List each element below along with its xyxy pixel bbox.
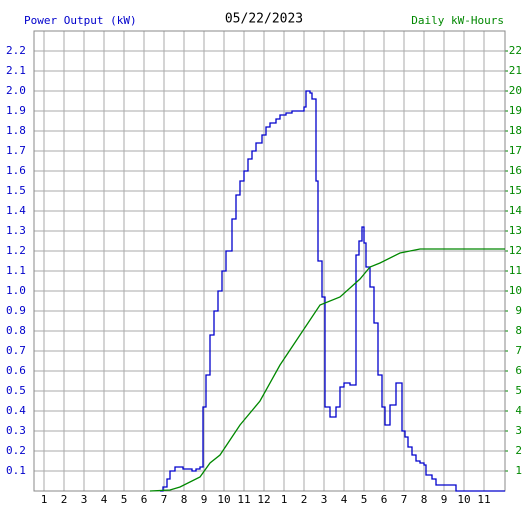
y-tick-label: 1.5 <box>6 184 26 197</box>
y2-tick-label: 6 <box>515 364 522 377</box>
x-tick-label: 4 <box>101 493 108 506</box>
y-tick-label: 1.4 <box>6 204 26 217</box>
series-line <box>149 248 505 492</box>
x-tick-label: 3 <box>81 493 88 506</box>
series-line <box>160 90 505 492</box>
y-tick-label: 0.8 <box>6 324 26 337</box>
x-tick-label: 11 <box>237 493 250 506</box>
y2-tick-label: 10 <box>509 284 522 297</box>
x-tick-label: 9 <box>201 493 208 506</box>
x-tick-label: 10 <box>217 493 230 506</box>
y-tick-label: 1.2 <box>6 244 26 257</box>
y-tick-label: 1.0 <box>6 284 26 297</box>
y-tick-label: 0.5 <box>6 384 26 397</box>
y-tick-label: 2.1 <box>6 64 26 77</box>
y2-tick-label: 1 <box>515 464 522 477</box>
y2-tick-label: 2 <box>515 444 522 457</box>
y2-tick-label: 18 <box>509 124 522 137</box>
y2-tick-label: 16 <box>509 164 522 177</box>
x-tick-label: 9 <box>441 493 448 506</box>
y2-tick-label: 21 <box>509 64 522 77</box>
chart-title: 05/22/2023 <box>225 12 303 27</box>
y-tick-label: 1.9 <box>6 104 26 117</box>
y-tick-label: 0.9 <box>6 304 26 317</box>
x-tick-label: 12 <box>257 493 270 506</box>
x-tick-label: 8 <box>181 493 188 506</box>
x-tick-label: 2 <box>301 493 308 506</box>
x-tick-label: 7 <box>401 493 408 506</box>
x-tick-label: 5 <box>361 493 368 506</box>
y-tick-label: 0.7 <box>6 344 26 357</box>
y-tick-label: 0.6 <box>6 364 26 377</box>
y2-tick-label: 9 <box>515 304 522 317</box>
y2-tick-label: 4 <box>515 404 522 417</box>
x-tick-label: 6 <box>381 493 388 506</box>
y2-tick-label: 20 <box>509 84 522 97</box>
x-tick-label: 11 <box>477 493 490 506</box>
y2-tick-label: 19 <box>509 104 522 117</box>
x-tick-label: 4 <box>341 493 348 506</box>
x-tick-label: 7 <box>161 493 168 506</box>
x-tick-label: 1 <box>281 493 288 506</box>
y-tick-label: 1.7 <box>6 144 26 157</box>
y-tick-label: 1.6 <box>6 164 26 177</box>
y2-axis-title: Daily kW-Hours <box>411 14 504 27</box>
y2-tick-label: 13 <box>509 224 522 237</box>
y2-tick-label: 5 <box>515 384 522 397</box>
y-tick-label: 2.0 <box>6 84 26 97</box>
y2-tick-label: 14 <box>509 204 523 217</box>
x-tick-label: 3 <box>321 493 328 506</box>
y2-tick-label: 7 <box>515 344 522 357</box>
x-tick-label: 5 <box>121 493 128 506</box>
y-tick-label: 0.4 <box>6 404 26 417</box>
y-tick-label: 0.1 <box>6 464 26 477</box>
y2-tick-label: 11 <box>509 264 522 277</box>
plot-frame <box>33 30 506 492</box>
y-tick-label: 1.3 <box>6 224 26 237</box>
y-tick-label: 2.2 <box>6 44 26 57</box>
y2-tick-label: 8 <box>515 324 522 337</box>
y-axis-title: Power Output (kW) <box>24 14 137 27</box>
y2-tick-label: 22 <box>509 44 522 57</box>
y-tick-label: 1.8 <box>6 124 26 137</box>
y2-tick-label: 12 <box>509 244 522 257</box>
x-tick-label: 8 <box>421 493 428 506</box>
x-tick-label: 6 <box>141 493 148 506</box>
y-tick-label: 0.2 <box>6 444 26 457</box>
y-tick-label: 0.3 <box>6 424 26 437</box>
y2-tick-label: 15 <box>509 184 522 197</box>
x-tick-label: 2 <box>61 493 68 506</box>
x-tick-label: 10 <box>457 493 470 506</box>
x-tick-label: 1 <box>41 493 48 506</box>
y-tick-label: 1.1 <box>6 264 26 277</box>
y2-tick-label: 3 <box>515 424 522 437</box>
y2-tick-label: 17 <box>509 144 522 157</box>
